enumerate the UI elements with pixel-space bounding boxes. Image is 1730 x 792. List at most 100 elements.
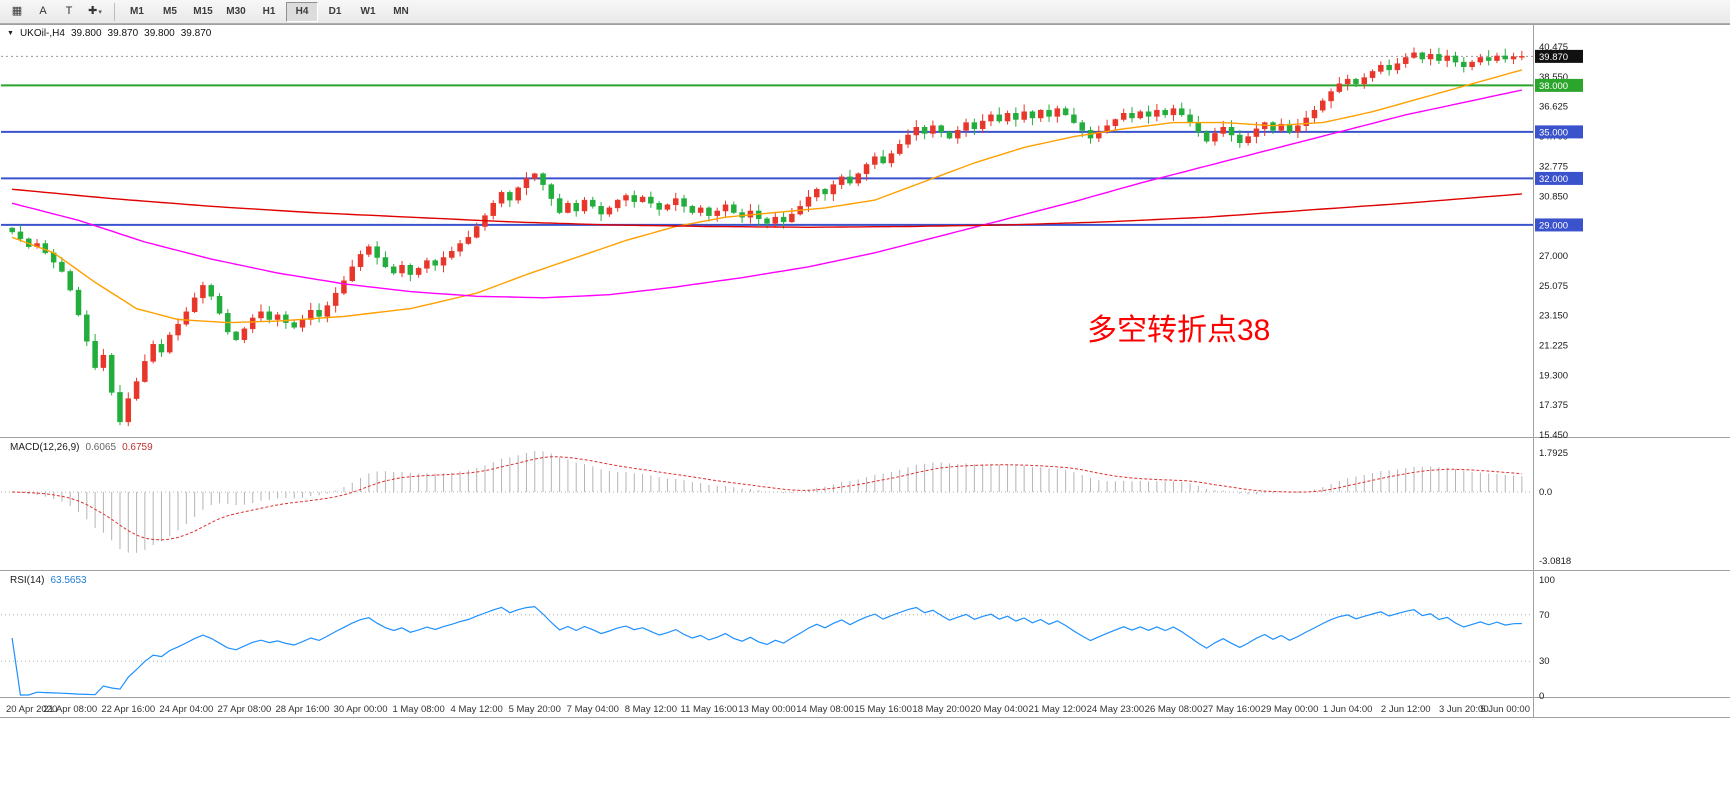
candle-body	[1436, 54, 1442, 61]
ohlc-open: 39.800	[70, 28, 102, 39]
time-axis-label: 3 Jun 20:00	[1439, 704, 1489, 715]
candle-body	[1145, 111, 1152, 117]
candle-body	[92, 340, 98, 368]
price-scale-label: 19.300	[1539, 370, 1568, 381]
macd-signal-line	[12, 456, 1522, 541]
tool-button-cursor-select[interactable]: A	[30, 1, 56, 23]
tool-button-text-tool[interactable]: T	[56, 1, 82, 23]
rsi-indicator-label: RSI(14) 63.5653	[10, 575, 87, 586]
timeframe-button-h1[interactable]: H1	[262, 6, 276, 17]
candle-body	[191, 297, 198, 313]
candle-body	[1386, 64, 1392, 71]
candle-body	[888, 153, 895, 164]
candle-body	[1137, 111, 1144, 119]
timeframe-button-h4[interactable]: H4	[286, 1, 318, 22]
chevron-down-icon: ▾	[98, 8, 102, 16]
candlestick-series	[9, 47, 1525, 427]
crosshair-icon: ✚	[88, 5, 98, 17]
ohlc-low: 39.800	[144, 28, 175, 39]
timeframe-button-w1[interactable]: W1	[360, 6, 376, 17]
candle-body	[1062, 108, 1069, 116]
candle-body	[988, 114, 994, 122]
time-axis-label: 13 May 00:00	[738, 704, 796, 715]
time-axis-label: 11 May 16:00	[680, 704, 737, 715]
candle-body	[971, 122, 978, 130]
macd-scale-label: -3.0818	[1539, 556, 1571, 567]
candle-body	[789, 213, 795, 223]
candle-body	[1162, 109, 1168, 116]
annotation-text[interactable]: 多空转折点38	[1087, 314, 1271, 347]
candle-body	[1427, 54, 1434, 60]
candle-body	[1485, 57, 1492, 61]
candle-body	[1328, 91, 1334, 102]
time-axis-label: 14 May 08:00	[796, 704, 854, 715]
timeframe-button-mn[interactable]: MN	[393, 6, 409, 17]
price-scale-label: 17.375	[1539, 400, 1568, 411]
candle-body	[1120, 113, 1127, 120]
candle-body	[1170, 108, 1177, 116]
level-badge-35.000	[1535, 125, 1583, 139]
time-axis-label: 5 May 20:00	[509, 704, 561, 715]
candle-body	[648, 196, 654, 204]
candle-body	[108, 354, 115, 393]
candle-body	[241, 328, 248, 340]
rsi-name: RSI(14)	[10, 575, 45, 586]
chart-grid-icon: ▦	[11, 5, 23, 17]
tool-button-crosshair[interactable]: ✚ ▾	[82, 1, 108, 23]
candle-body	[946, 131, 953, 139]
candle-body	[531, 173, 538, 179]
candle-body	[117, 392, 123, 423]
candle-body	[490, 202, 497, 216]
candle-body	[963, 122, 969, 131]
timeframe-button-d1[interactable]: D1	[328, 6, 342, 17]
candle-body	[1270, 122, 1276, 131]
rsi-scale-label: 70	[1539, 610, 1550, 621]
candle-body	[1510, 56, 1517, 60]
timeframe-button-m1[interactable]: M1	[130, 6, 144, 17]
ohlc-close: 39.870	[180, 28, 212, 39]
candle-body	[938, 125, 944, 133]
price-scale: 40.47538.55036.62534.70032.77530.85028.9…	[1535, 42, 1583, 441]
candle-body	[42, 243, 49, 254]
timeframe-button-m5[interactable]: M5	[163, 6, 177, 17]
tool-button-chart-grid[interactable]: ▦	[4, 1, 30, 23]
candle-body	[1278, 123, 1285, 131]
chart-canvas[interactable]: 40.47538.55036.62534.70032.77530.85028.9…	[0, 24, 1730, 792]
candle-body	[805, 196, 812, 207]
candle-body	[449, 251, 455, 258]
level-badge-29.000	[1535, 218, 1583, 232]
candle-body	[183, 311, 190, 325]
level-badge-38.000	[1535, 78, 1583, 92]
candle-body	[1154, 109, 1160, 117]
time-axis-label: 4 May 12:00	[451, 704, 503, 715]
candle-body	[556, 198, 563, 213]
candle-body	[664, 204, 671, 210]
candle-body	[1245, 136, 1251, 144]
candle-body	[838, 176, 845, 185]
macd-name: MACD(12,26,9)	[10, 442, 80, 453]
candle-body	[1353, 78, 1359, 85]
candle-body	[1369, 71, 1376, 78]
chart-title: ▼ UKOil-,H4 39.800 39.870 39.800 39.870	[7, 28, 211, 39]
candle-body	[913, 126, 920, 136]
time-axis-label: 5 Jun 00:00	[1480, 704, 1530, 715]
candle-body	[349, 266, 355, 282]
timeframe-button-m15[interactable]: M15	[193, 6, 213, 17]
candle-body	[1378, 64, 1384, 72]
candle-body	[142, 361, 148, 382]
candle-body	[1295, 125, 1301, 133]
time-axis-label: 8 May 12:00	[625, 704, 677, 715]
candle-body	[681, 198, 687, 207]
candle-body	[465, 237, 472, 244]
candle-body	[316, 309, 322, 317]
candle-body	[274, 314, 281, 320]
candle-body	[1411, 52, 1417, 58]
candle-body	[1361, 77, 1367, 85]
candle-body	[1494, 55, 1500, 61]
macd-scale-label: 0.0	[1539, 487, 1552, 498]
time-axis-label: 27 Apr 08:00	[217, 704, 271, 715]
candle-body	[780, 216, 787, 223]
symbol-dropdown-icon[interactable]: ▼	[7, 30, 14, 37]
candle-body	[581, 199, 588, 212]
timeframe-button-m30[interactable]: M30	[226, 6, 246, 17]
